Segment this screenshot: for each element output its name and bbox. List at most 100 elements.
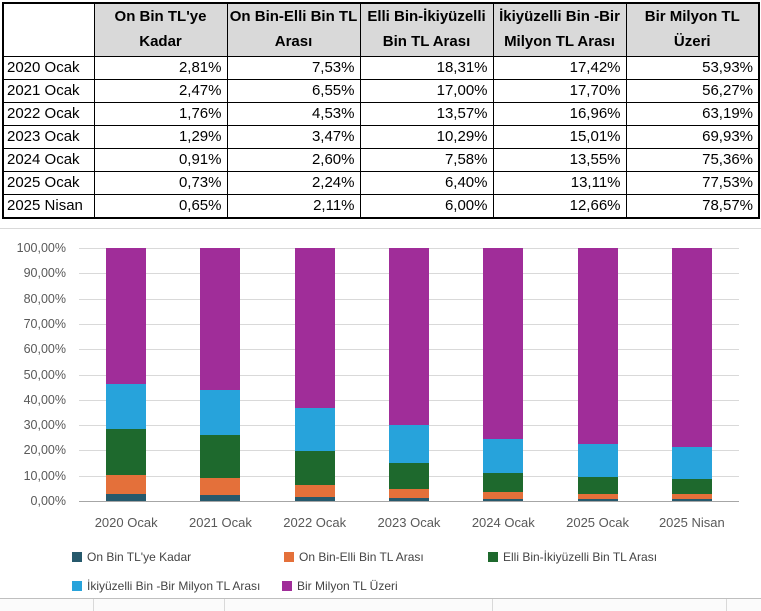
bar-segment [388, 497, 429, 501]
bar-segment [671, 499, 712, 501]
table-cell[interactable]: 4,53% [226, 102, 361, 126]
legend-color-swatch [72, 552, 82, 562]
table-cell[interactable]: 77,53% [625, 171, 760, 195]
stacked-bar-chart[interactable]: 100,00% 90,00% 80,00% 70,00% 60,00% 50,00% 40,… [0, 228, 761, 599]
table-corner-cell[interactable] [2, 2, 95, 57]
table-cell[interactable]: 0,73% [93, 171, 228, 195]
x-axis-category-label: 2025 Ocak [566, 515, 629, 530]
bar-slot-2024-ocak [456, 248, 550, 501]
table-cell[interactable]: 2,81% [93, 56, 228, 80]
chart-legend-row-2: İkiyüzelli Bin -Bir Milyon TL Arası Bir M… [0, 579, 761, 595]
bar-2025-nisan [671, 248, 712, 501]
table-cell[interactable]: 17,42% [492, 56, 627, 80]
legend-color-swatch [282, 581, 292, 591]
bar-segment [483, 248, 524, 439]
table-cell[interactable]: 0,91% [93, 148, 228, 172]
y-axis: 100,00% 90,00% 80,00% 70,00% 60,00% 50,00% 40,… [0, 229, 66, 529]
table-cell[interactable]: 12,66% [492, 194, 627, 219]
x-axis-category-label: 2022 Ocak [283, 515, 347, 530]
legend-item-elli-bin-i-kiy-zelli-bin-tl-aras: Elli Bin-İkiyüzelli Bin TL Arası [488, 550, 657, 564]
sheet-column-gridline [93, 599, 94, 611]
table-cell[interactable]: 63,19% [625, 102, 760, 126]
bar-segment [388, 248, 429, 425]
table-header-cell-5[interactable]: Bir Milyon TL Üzeri [625, 2, 760, 57]
table-cell[interactable]: 0,65% [93, 194, 228, 219]
table-cell[interactable]: 53,93% [625, 56, 760, 80]
y-axis-tick-label: 20,00% [23, 443, 66, 458]
x-axis-category-label: 2021 Ocak [188, 515, 252, 530]
table-row-label[interactable]: 2024 Ocak [2, 148, 95, 172]
table-header-cell-2[interactable]: On Bin-Elli Bin TL Arası [226, 2, 361, 57]
sheet-column-gridline [492, 599, 493, 611]
table-header-cell-1[interactable]: On Bin TL'ye Kadar [93, 2, 228, 57]
bar-slot-2020-ocak [79, 248, 173, 501]
y-axis-tick-label: 40,00% [23, 392, 66, 407]
bar-segment [577, 444, 618, 478]
table-row-2025-ocak: 2025 Ocak 0,73% 2,24% 6,40% 13,11% 77,53% [2, 171, 760, 195]
bar-slot-2025-nisan [645, 248, 739, 501]
sheet-bottom-row [0, 598, 761, 611]
bar-segment [200, 248, 241, 391]
table-header-cell-4[interactable]: İkiyüzelli Bin -Bir Milyon TL Arası [492, 2, 627, 57]
table-cell[interactable]: 10,29% [359, 125, 494, 149]
table-cell[interactable]: 6,40% [359, 171, 494, 195]
table-cell[interactable]: 1,76% [93, 102, 228, 126]
table-cell[interactable]: 7,53% [226, 56, 361, 80]
bar-slot-2021-ocak [173, 248, 267, 501]
bar-segment [294, 450, 335, 486]
y-axis-tick-label: 80,00% [23, 291, 66, 306]
table-header-cell-3[interactable]: Elli Bin-İkiyüzelli Bin TL Arası [359, 2, 494, 57]
table-cell[interactable]: 6,55% [226, 79, 361, 103]
x-axis-category-label: 2025 Nisan [658, 515, 725, 530]
bar-segment [577, 477, 618, 494]
table-cell[interactable]: 69,93% [625, 125, 760, 149]
table-cell[interactable]: 16,96% [492, 102, 627, 126]
y-axis-tick-label: 90,00% [23, 266, 66, 281]
table-row-label[interactable]: 2023 Ocak [2, 125, 95, 149]
table-row-label[interactable]: 2020 Ocak [2, 56, 95, 80]
table-cell[interactable]: 13,11% [492, 171, 627, 195]
bar-segment [200, 390, 241, 436]
table-cell[interactable]: 2,60% [226, 148, 361, 172]
table-cell[interactable]: 7,58% [359, 148, 494, 172]
table-cell[interactable]: 17,70% [492, 79, 627, 103]
legend-label: İkiyüzelli Bin -Bir Milyon TL Arası [87, 579, 261, 593]
table-row-label[interactable]: 2021 Ocak [2, 79, 95, 103]
table-cell[interactable]: 78,57% [625, 194, 760, 219]
table-row-label[interactable]: 2022 Ocak [2, 102, 95, 126]
table-cell[interactable]: 13,57% [359, 102, 494, 126]
bar-segment [671, 478, 712, 495]
legend-label: Elli Bin-İkiyüzelli Bin TL Arası [503, 550, 658, 564]
table-cell[interactable]: 17,00% [359, 79, 494, 103]
bar-segment [106, 248, 147, 385]
table-cell[interactable]: 2,11% [226, 194, 361, 219]
table-row-2025-nisan: 2025 Nisan 0,65% 2,11% 6,00% 12,66% 78,57% [2, 194, 760, 219]
table-cell[interactable]: 18,31% [359, 56, 494, 80]
table-row-label[interactable]: 2025 Ocak [2, 171, 95, 195]
x-axis: 2020 Ocak 2021 Ocak 2022 Ocak 2023 Ocak 2024… [79, 515, 739, 530]
table-cell[interactable]: 13,55% [492, 148, 627, 172]
table-cell[interactable]: 6,00% [359, 194, 494, 219]
table-cell[interactable]: 2,47% [93, 79, 228, 103]
table-cell[interactable]: 15,01% [492, 125, 627, 149]
bar-2022-ocak [294, 248, 335, 501]
y-axis-tick-label: 70,00% [23, 316, 66, 331]
table-row-2024-ocak: 2024 Ocak 0,91% 2,60% 7,58% 13,55% 75,36% [2, 148, 760, 172]
x-axis-category-label: 2020 Ocak [94, 515, 158, 530]
table-cell[interactable]: 75,36% [625, 148, 760, 172]
y-axis-tick-label: 10,00% [23, 468, 66, 483]
bar-2024-ocak [483, 248, 524, 501]
bar-segment [483, 498, 524, 501]
table-cell[interactable]: 2,24% [226, 171, 361, 195]
bar-2021-ocak [200, 248, 241, 501]
bar-segment [294, 496, 335, 501]
table-row-label[interactable]: 2025 Nisan [2, 194, 95, 219]
table-cell[interactable]: 1,29% [93, 125, 228, 149]
y-axis-tick-label: 30,00% [23, 418, 66, 433]
table-cell[interactable]: 56,27% [625, 79, 760, 103]
legend-item-i-kiy-zelli-bin-bir-milyon-tl-aras: İkiyüzelli Bin -Bir Milyon TL Arası [72, 579, 260, 593]
bar-segment [106, 428, 147, 475]
bar-segment [294, 248, 335, 408]
table-cell[interactable]: 3,47% [226, 125, 361, 149]
